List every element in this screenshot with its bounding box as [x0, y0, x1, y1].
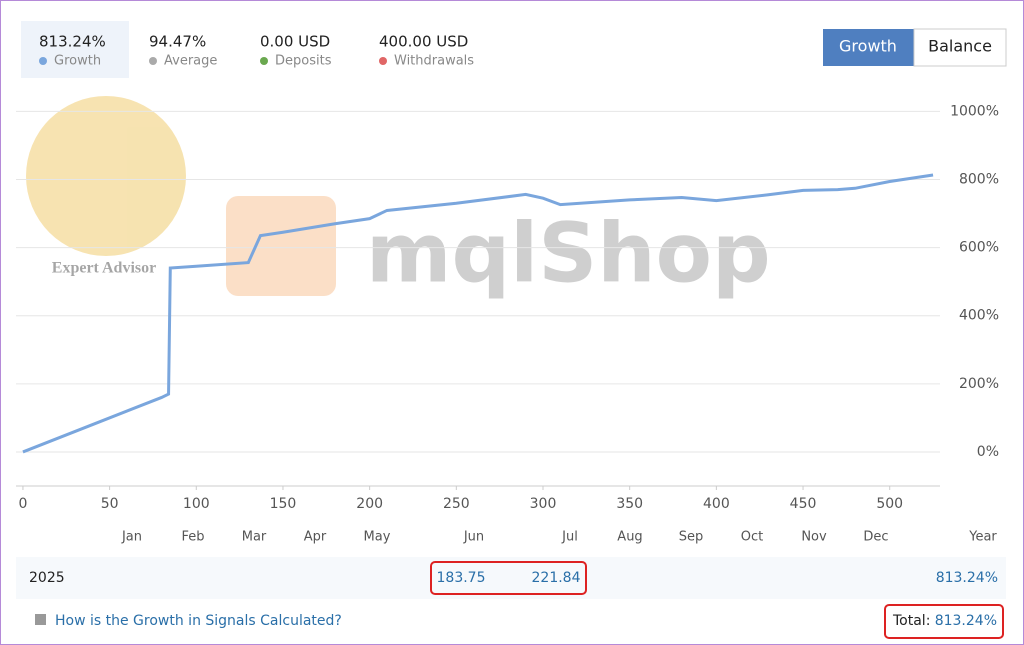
cart-icon	[226, 196, 336, 296]
period-label: Feb	[181, 530, 204, 545]
stat-label: Withdrawals	[394, 54, 474, 69]
watermark-text: mqlShop	[366, 206, 771, 301]
total-label: Total:	[892, 613, 930, 629]
y-tick-label: 400%	[959, 308, 999, 324]
highlight-box	[430, 561, 587, 595]
x-tick-label: 100	[183, 496, 210, 512]
x-tick-label: 150	[270, 496, 297, 512]
period-label: Jan	[121, 530, 142, 545]
period-label: Apr	[304, 530, 327, 545]
stat-label: Growth	[54, 54, 101, 69]
total-value: 813.24%	[935, 613, 997, 629]
period-label: Aug	[617, 530, 642, 545]
x-tick-label: 300	[530, 496, 557, 512]
y-tick-label: 0%	[977, 444, 999, 460]
balance-button[interactable]: Balance	[928, 37, 992, 56]
x-tick-label: 250	[443, 496, 470, 512]
stat-value: 94.47%	[149, 33, 206, 51]
stat-dot	[39, 57, 47, 65]
period-label: Dec	[863, 530, 888, 545]
period-label: Nov	[801, 530, 827, 545]
stat-label: Deposits	[275, 54, 332, 69]
x-tick-label: 450	[790, 496, 817, 512]
x-tick-label: 50	[101, 496, 119, 512]
y-tick-label: 200%	[959, 376, 999, 392]
year-total: 813.24%	[936, 570, 998, 586]
period-label: May	[364, 530, 391, 545]
x-tick-label: 350	[616, 496, 643, 512]
balance-button-bg[interactable]	[913, 28, 1007, 67]
stat-value: 400.00 USD	[379, 33, 468, 51]
period-label: Year	[968, 530, 997, 545]
jun-value: 183.75	[437, 570, 486, 586]
x-tick-label: 400	[703, 496, 730, 512]
x-tick-label: 500	[876, 496, 903, 512]
y-tick-label: 800%	[959, 171, 999, 187]
active-stat-bg	[21, 21, 129, 78]
jul-value: 221.84	[532, 570, 581, 586]
stat-value: 813.24%	[39, 33, 106, 51]
logo-badge	[26, 96, 186, 256]
help-icon	[35, 614, 46, 625]
stat-dot	[379, 57, 387, 65]
y-tick-label: 600%	[959, 240, 999, 256]
period-label: Jun	[463, 530, 484, 545]
stat-label: Average	[164, 54, 217, 69]
growth-button[interactable]: Growth	[839, 37, 897, 56]
x-tick-label: 200	[356, 496, 383, 512]
period-label: Jul	[561, 530, 578, 545]
help-link[interactable]: How is the Growth in Signals Calculated?	[55, 613, 342, 629]
year-row-bg	[16, 557, 1006, 599]
stat-value: 0.00 USD	[260, 33, 330, 51]
y-tick-label: 1000%	[950, 103, 999, 119]
year-label: 2025	[29, 570, 65, 586]
stat-dot	[260, 57, 268, 65]
growth-line	[22, 173, 934, 454]
watermark: Expert Advisor mqlShop	[26, 96, 771, 301]
growth-button-bg[interactable]	[823, 29, 914, 66]
stat-dot	[149, 57, 157, 65]
period-label: Mar	[242, 530, 267, 545]
highlight-box	[884, 604, 1004, 639]
period-label: Oct	[741, 530, 763, 545]
logo-text: Expert Advisor	[52, 260, 156, 277]
period-label: Sep	[679, 530, 704, 545]
x-tick-label: 0	[18, 496, 27, 512]
